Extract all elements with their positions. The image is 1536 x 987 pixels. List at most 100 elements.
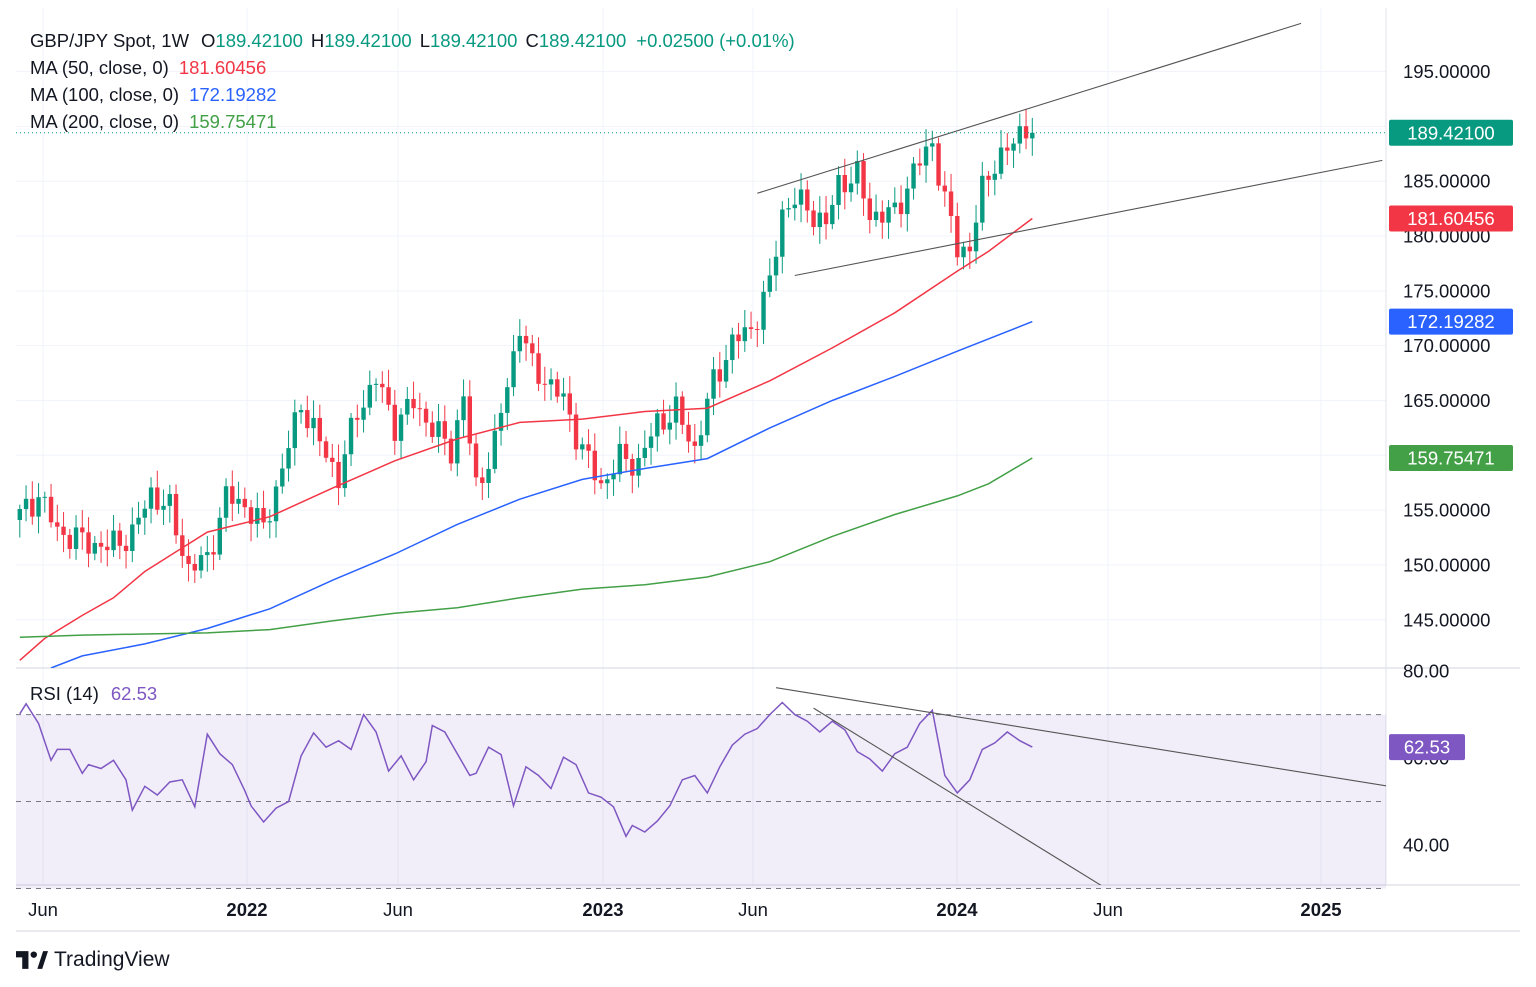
candle-body (411, 398, 416, 409)
rsi-line (19, 701, 1033, 838)
ma200-legend[interactable]: MA (200, close, 0) 159.75471 (30, 111, 277, 133)
candle-body (530, 343, 535, 354)
candle-body (861, 161, 866, 199)
candle-body (355, 417, 360, 420)
candle-body (1011, 143, 1016, 151)
candle-body (1005, 147, 1010, 151)
candle-body (830, 204, 835, 225)
high-value: 189.42100 (324, 30, 412, 51)
candle-body (636, 457, 641, 476)
candle-body (917, 163, 922, 166)
time-axis-label: 2022 (226, 899, 267, 920)
open-label: O (201, 30, 216, 51)
candle-body (705, 398, 710, 436)
candle-body (217, 517, 222, 555)
candle-body (555, 379, 560, 397)
candle-body (167, 493, 172, 506)
tradingview-logo[interactable]: TradingView (16, 946, 170, 974)
candle-body (567, 393, 572, 415)
price-pane (17, 22, 1383, 668)
candle-body (405, 398, 410, 415)
candle-body (505, 387, 510, 413)
candle-body (923, 146, 929, 166)
time-axis-label: Jun (1093, 899, 1123, 920)
candle-body (548, 379, 554, 385)
ma100-value-tag-text: 172.19282 (1407, 311, 1494, 332)
candle-body (967, 246, 972, 252)
rsi-label: RSI (14) (30, 683, 99, 704)
candle-body (605, 479, 610, 484)
candle-body (286, 448, 291, 469)
time-axis-label: 2025 (1300, 899, 1341, 920)
candle-body (736, 334, 741, 342)
upper-channel-trendline (757, 22, 1302, 194)
rsi-lower-trendline (813, 707, 1102, 885)
candle-body (836, 174, 841, 205)
candle-body (867, 198, 872, 221)
candle-body (955, 216, 960, 258)
candle-body (661, 413, 666, 430)
ma-line-200 (19, 457, 1033, 639)
candle-body (842, 174, 847, 193)
candle-body (80, 527, 85, 533)
close-value: 189.42100 (538, 30, 627, 51)
close-label: C (525, 30, 539, 51)
candle-body (255, 507, 260, 524)
open-value: 189.42100 (215, 30, 303, 51)
time-axis-label: 2024 (936, 899, 978, 920)
change-value: +0.02500 (+0.01%) (636, 30, 795, 51)
candle-body (617, 443, 622, 475)
last-price-tag-text: 189.42100 (1407, 122, 1494, 143)
candle-body (30, 498, 35, 517)
ma100-value-tag (1389, 308, 1513, 335)
candle-body (498, 412, 504, 431)
time-axis-label: Jun (383, 899, 413, 920)
candle-body (986, 175, 991, 180)
rsi-legend[interactable]: RSI (14) 62.53 (30, 683, 157, 705)
candle-body (17, 509, 22, 520)
candle-body (161, 505, 166, 510)
candle-body (55, 522, 60, 527)
candle-body (480, 477, 485, 483)
candle-body (417, 408, 422, 410)
rsi-upper-trendline (775, 687, 1386, 787)
candle-body (61, 526, 66, 535)
candle-body (117, 530, 122, 546)
ma200-value-tag (1389, 444, 1513, 471)
lower-channel-trendline (794, 159, 1383, 277)
candle-body (148, 487, 154, 509)
candle-body (798, 189, 804, 205)
candle-body (42, 496, 47, 498)
candle-body (386, 387, 391, 405)
candle-body (111, 530, 116, 551)
candle-body (905, 188, 910, 215)
candle-body (436, 421, 441, 437)
candle-body (398, 414, 404, 441)
candle-body (980, 175, 985, 223)
candle-body (461, 396, 466, 421)
candle-body (361, 407, 366, 420)
candle-body (848, 183, 854, 193)
candle-body (92, 542, 97, 554)
candle-body (711, 369, 716, 399)
candle-body (686, 424, 691, 442)
ma50-label: MA (50, close, 0) (30, 57, 169, 78)
rsi-value-tag-text: 62.53 (1404, 737, 1450, 758)
candle-body (367, 384, 372, 408)
ma100-legend[interactable]: MA (100, close, 0) 172.19282 (30, 84, 277, 106)
candle-body (561, 393, 566, 397)
price-axis-label: 165.00000 (1403, 390, 1490, 411)
candle-body (992, 173, 997, 180)
candle-body (292, 412, 297, 449)
candle-body (786, 208, 791, 210)
candle-body (511, 351, 516, 388)
candle-body (236, 498, 241, 504)
candle-body (936, 143, 941, 186)
candle-body (1017, 126, 1022, 144)
candle-body (742, 327, 747, 342)
ma50-legend[interactable]: MA (50, close, 0) 181.60456 (30, 57, 266, 79)
candle-body (592, 450, 597, 481)
candle-body (573, 414, 579, 450)
candle-body (123, 545, 129, 551)
candle-body (430, 422, 435, 437)
